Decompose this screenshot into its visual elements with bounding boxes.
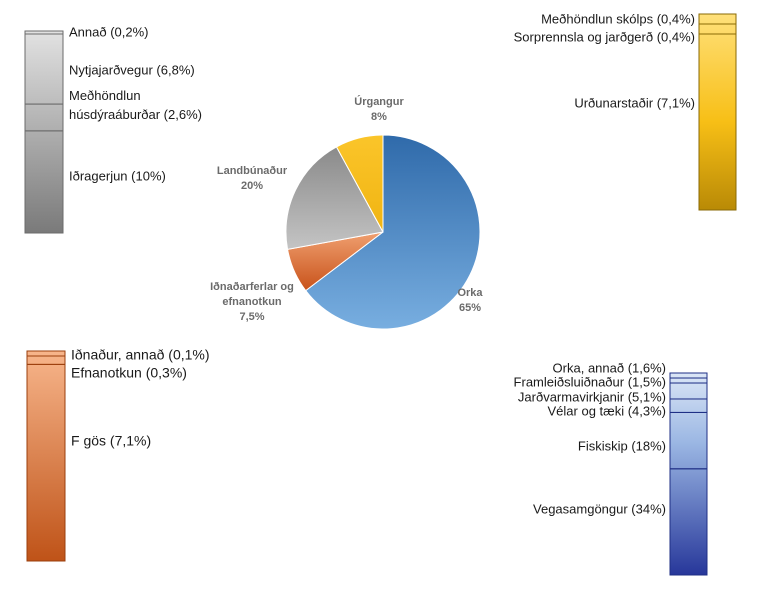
breakdown-bar-orka: Orka, annað (1,6%)Framleiðsluiðnaður (1,… [514,360,708,576]
pie-label-idnadarferlar-og-efnanotkun: Iðnaðarferlar og efnanotkun 7,5% [210,281,294,323]
breakdown-bar-idnadarferlar-og-efnanotkun: Iðnaður, annað (0,1%) Efnanotkun (0,3%) F … [26,347,210,562]
pie-slice-landbunadur [285,146,384,250]
pie-label-landbunadur: Landbúnaður 20% [217,165,288,192]
bar-label-efnanotkun-0-3: Efnanotkun (0,3%) [71,365,187,381]
bar-label-fiskiskip-18: Fiskiskip (18%) [578,438,666,453]
bar-label-vegasamgongur-34: Vegasamgöngur (34%) [533,501,666,516]
bar-label-annad-0-2: Annað (0,2%) [69,24,149,39]
bar-body [26,350,66,562]
bar-segment-vegasamgongur-34 [669,468,708,576]
bar-label-sorprennsla-og-jardgerd-0-4: Sorprennsla og jarðgerð (0,4%) [514,29,695,44]
pie-label-orka: Orka 65% [457,287,483,314]
bar-segment-f-gos-7-1 [26,363,66,562]
bar-label-f-gos-7-1: F gös (7,1%) [71,433,151,449]
bar-label-medhondlun-skolps-0-4: Meðhöndlun skólps (0,4%) [541,11,695,26]
pie-label-urgangur: Úrgangur 8% [354,95,404,123]
bar-label-medhondlun-husdyraaburdar-2-6: Meðhöndlun húsdýraáburðar (2,6%) [69,88,202,122]
breakdown-bar-urgangur: Meðhöndlun skólps (0,4%) Sorprennsla og j… [514,11,737,211]
bar-body [24,30,64,234]
bar-label-urdunarstadir-7-1: Urðunarstaðir (7,1%) [574,95,695,110]
bar-label-framleidsluidnadur-1-5: Framleiðsluiðnaður (1,5%) [514,374,666,389]
bar-label-nytjajardvegur-6-8: Nytjajarðvegur (6,8%) [69,62,195,77]
bar-label-velar-og-taeki-4-3: Vélar og tæki (4,3%) [548,403,667,418]
bar-label-idnadur-annad-0-1: Iðnaður, annað (0,1%) [71,347,210,363]
bar-body [669,372,708,576]
bar-label-jardvarmavirkjanir-5-1: Jarðvarmavirkjanir (5,1%) [518,389,666,404]
bar-label-orka-annad-1-6: Orka, annað (1,6%) [553,360,666,375]
breakdown-bar-landbunadur: Annað (0,2%) Nytjajarðvegur (6,8%) Meðhönd… [24,24,202,234]
bar-segment-urdunarstadir-7-1 [698,33,737,211]
pie-slice-urgangur [335,134,384,233]
bar-body [698,13,737,211]
bar-segment-idragerjun-10 [24,130,64,234]
bar-label-idragerjun-10: Iðragerjun (10%) [69,168,166,183]
pie-slice-orka [304,134,481,330]
